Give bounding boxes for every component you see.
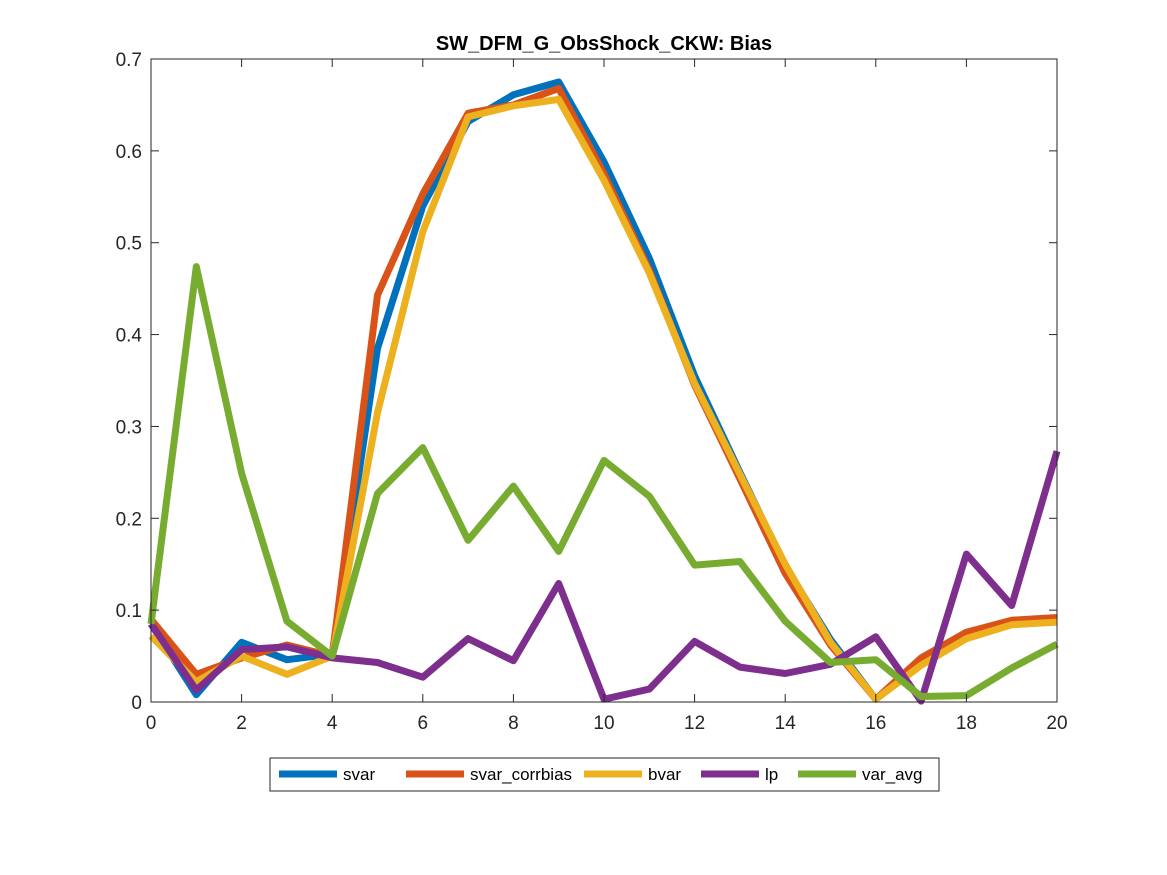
legend-label-svar: svar [343,765,375,784]
legend: svar svar_corrbias bvar lp var_avg [269,757,940,792]
y-tick-label: 0 [131,693,142,714]
legend-label-svar-corrbias: svar_corrbias [470,765,572,784]
x-tick-label: 14 [775,713,797,734]
legend-label-bvar: bvar [648,765,681,784]
x-tick-label: 6 [418,713,429,734]
legend-label-var-avg: var_avg [862,765,922,784]
y-tick-label: 0.2 [116,509,142,530]
x-tick-label: 20 [1046,713,1067,734]
x-tick-label: 18 [956,713,977,734]
series-line-var-avg [147,263,1059,700]
x-tick-label: 8 [508,713,519,734]
chart-title: SW_DFM_G_ObsShock_CKW: Bias [436,33,772,55]
x-axis: 0 2 4 6 8 10 12 14 16 18 20 [146,59,1068,734]
y-tick-label: 0.7 [116,50,142,71]
x-tick-label: 0 [146,713,157,734]
y-tick-label: 0.6 [116,142,142,163]
y-tick-label: 0.5 [116,234,142,255]
y-tick-label: 0.4 [116,326,143,347]
x-tick-label: 12 [684,713,705,734]
legend-label-lp: lp [765,765,778,784]
x-tick-label: 10 [593,713,614,734]
x-tick-label: 4 [327,713,338,734]
y-axis: 0 0.1 0.2 0.3 0.4 0.5 0.6 0.7 [116,50,1057,714]
x-tick-label: 16 [865,713,886,734]
y-tick-label: 0.1 [116,601,142,622]
x-tick-label: 2 [236,713,247,734]
y-tick-label: 0.3 [116,417,142,438]
